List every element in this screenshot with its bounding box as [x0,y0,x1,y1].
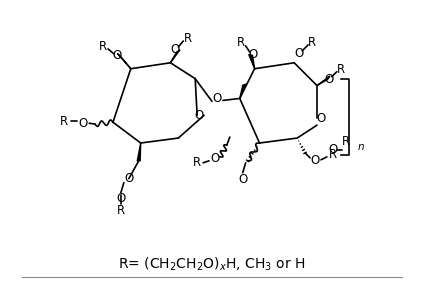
Text: O: O [295,48,304,60]
Text: R: R [329,148,337,161]
Text: R: R [184,31,192,45]
Text: R: R [237,37,245,50]
Text: R: R [99,40,107,54]
Text: O: O [310,154,320,167]
Text: R: R [117,204,125,217]
Polygon shape [137,143,141,161]
Text: R: R [337,63,345,76]
Text: O: O [112,49,122,62]
Text: O: O [124,172,134,185]
Text: O: O [212,92,222,105]
Text: O: O [171,43,180,56]
Text: R: R [308,37,316,50]
Text: O: O [328,143,338,156]
Polygon shape [117,54,131,69]
Text: O: O [324,73,334,86]
Text: R: R [193,156,201,169]
Text: O: O [116,192,126,205]
Polygon shape [170,50,180,63]
Text: O: O [195,109,204,122]
Polygon shape [249,54,254,69]
Text: O: O [248,48,257,61]
Text: R: R [342,134,350,147]
Text: O: O [78,117,88,130]
Text: O: O [238,173,247,186]
Text: R: R [59,115,67,128]
Text: R= (CH$_2$CH$_2$O)$_x$H, CH$_3$ or H: R= (CH$_2$CH$_2$O)$_x$H, CH$_3$ or H [118,255,306,272]
Polygon shape [240,84,246,98]
Text: O: O [210,152,220,165]
Text: n: n [357,142,364,152]
Polygon shape [317,76,330,86]
Text: O: O [316,112,326,125]
